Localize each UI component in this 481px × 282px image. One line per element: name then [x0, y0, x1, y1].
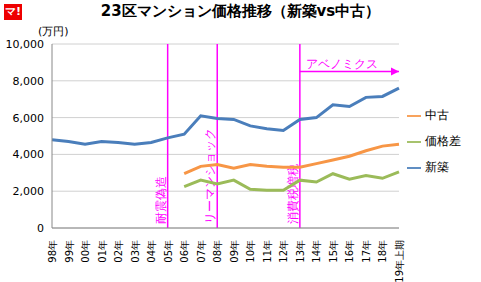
html-text:中古: 中古: [425, 108, 449, 122]
html-text:マ!: マ!: [5, 5, 21, 18]
svg-text:12年: 12年: [278, 240, 289, 263]
svg-text:06年: 06年: [179, 240, 190, 263]
svg-text:03年: 03年: [130, 240, 141, 263]
html-text:(万円): (万円): [38, 25, 69, 38]
svg-text:4,000: 4,000: [13, 148, 45, 161]
svg-text:01年: 01年: [97, 240, 108, 263]
svg-text:消費税増税: 消費税増税: [286, 164, 300, 224]
html-text:価格差: 価格差: [425, 134, 461, 148]
svg-text:19年上期: 19年上期: [394, 240, 405, 282]
html-text:23区マンション価格推移（新築vs中古）: 23区マンション価格推移（新築vs中古）: [100, 2, 381, 20]
svg-text:8,000: 8,000: [13, 75, 45, 88]
html-text:新築: 新築: [425, 160, 449, 174]
svg-text:アベノミクス: アベノミクス: [306, 57, 378, 71]
svg-text:耐震偽造: 耐震偽造: [154, 176, 168, 224]
svg-text:11年: 11年: [262, 240, 273, 263]
svg-text:08年: 08年: [212, 240, 223, 263]
svg-text:05年: 05年: [163, 240, 174, 263]
svg-text:99年: 99年: [64, 240, 75, 263]
svg-text:18年: 18年: [377, 240, 388, 263]
svg-text:17年: 17年: [361, 240, 372, 263]
svg-text:10,000: 10,000: [8, 38, 44, 51]
svg-text:13年: 13年: [295, 240, 306, 263]
svg-text:2,000: 2,000: [13, 185, 45, 198]
svg-text:07年: 07年: [196, 240, 207, 263]
svg-text:09年: 09年: [229, 240, 240, 263]
svg-text:14年: 14年: [311, 240, 322, 263]
svg-text:98年: 98年: [47, 240, 58, 263]
svg-text:6,000: 6,000: [13, 112, 45, 125]
svg-text:02年: 02年: [113, 240, 124, 263]
svg-text:15年: 15年: [328, 240, 339, 263]
svg-text:10年: 10年: [245, 240, 256, 263]
svg-text:04年: 04年: [146, 240, 157, 263]
svg-text:00年: 00年: [80, 240, 91, 263]
svg-text:0: 0: [37, 222, 44, 235]
svg-text:リーマンショック: リーマンショック: [203, 128, 217, 224]
svg-text:16年: 16年: [344, 240, 355, 263]
